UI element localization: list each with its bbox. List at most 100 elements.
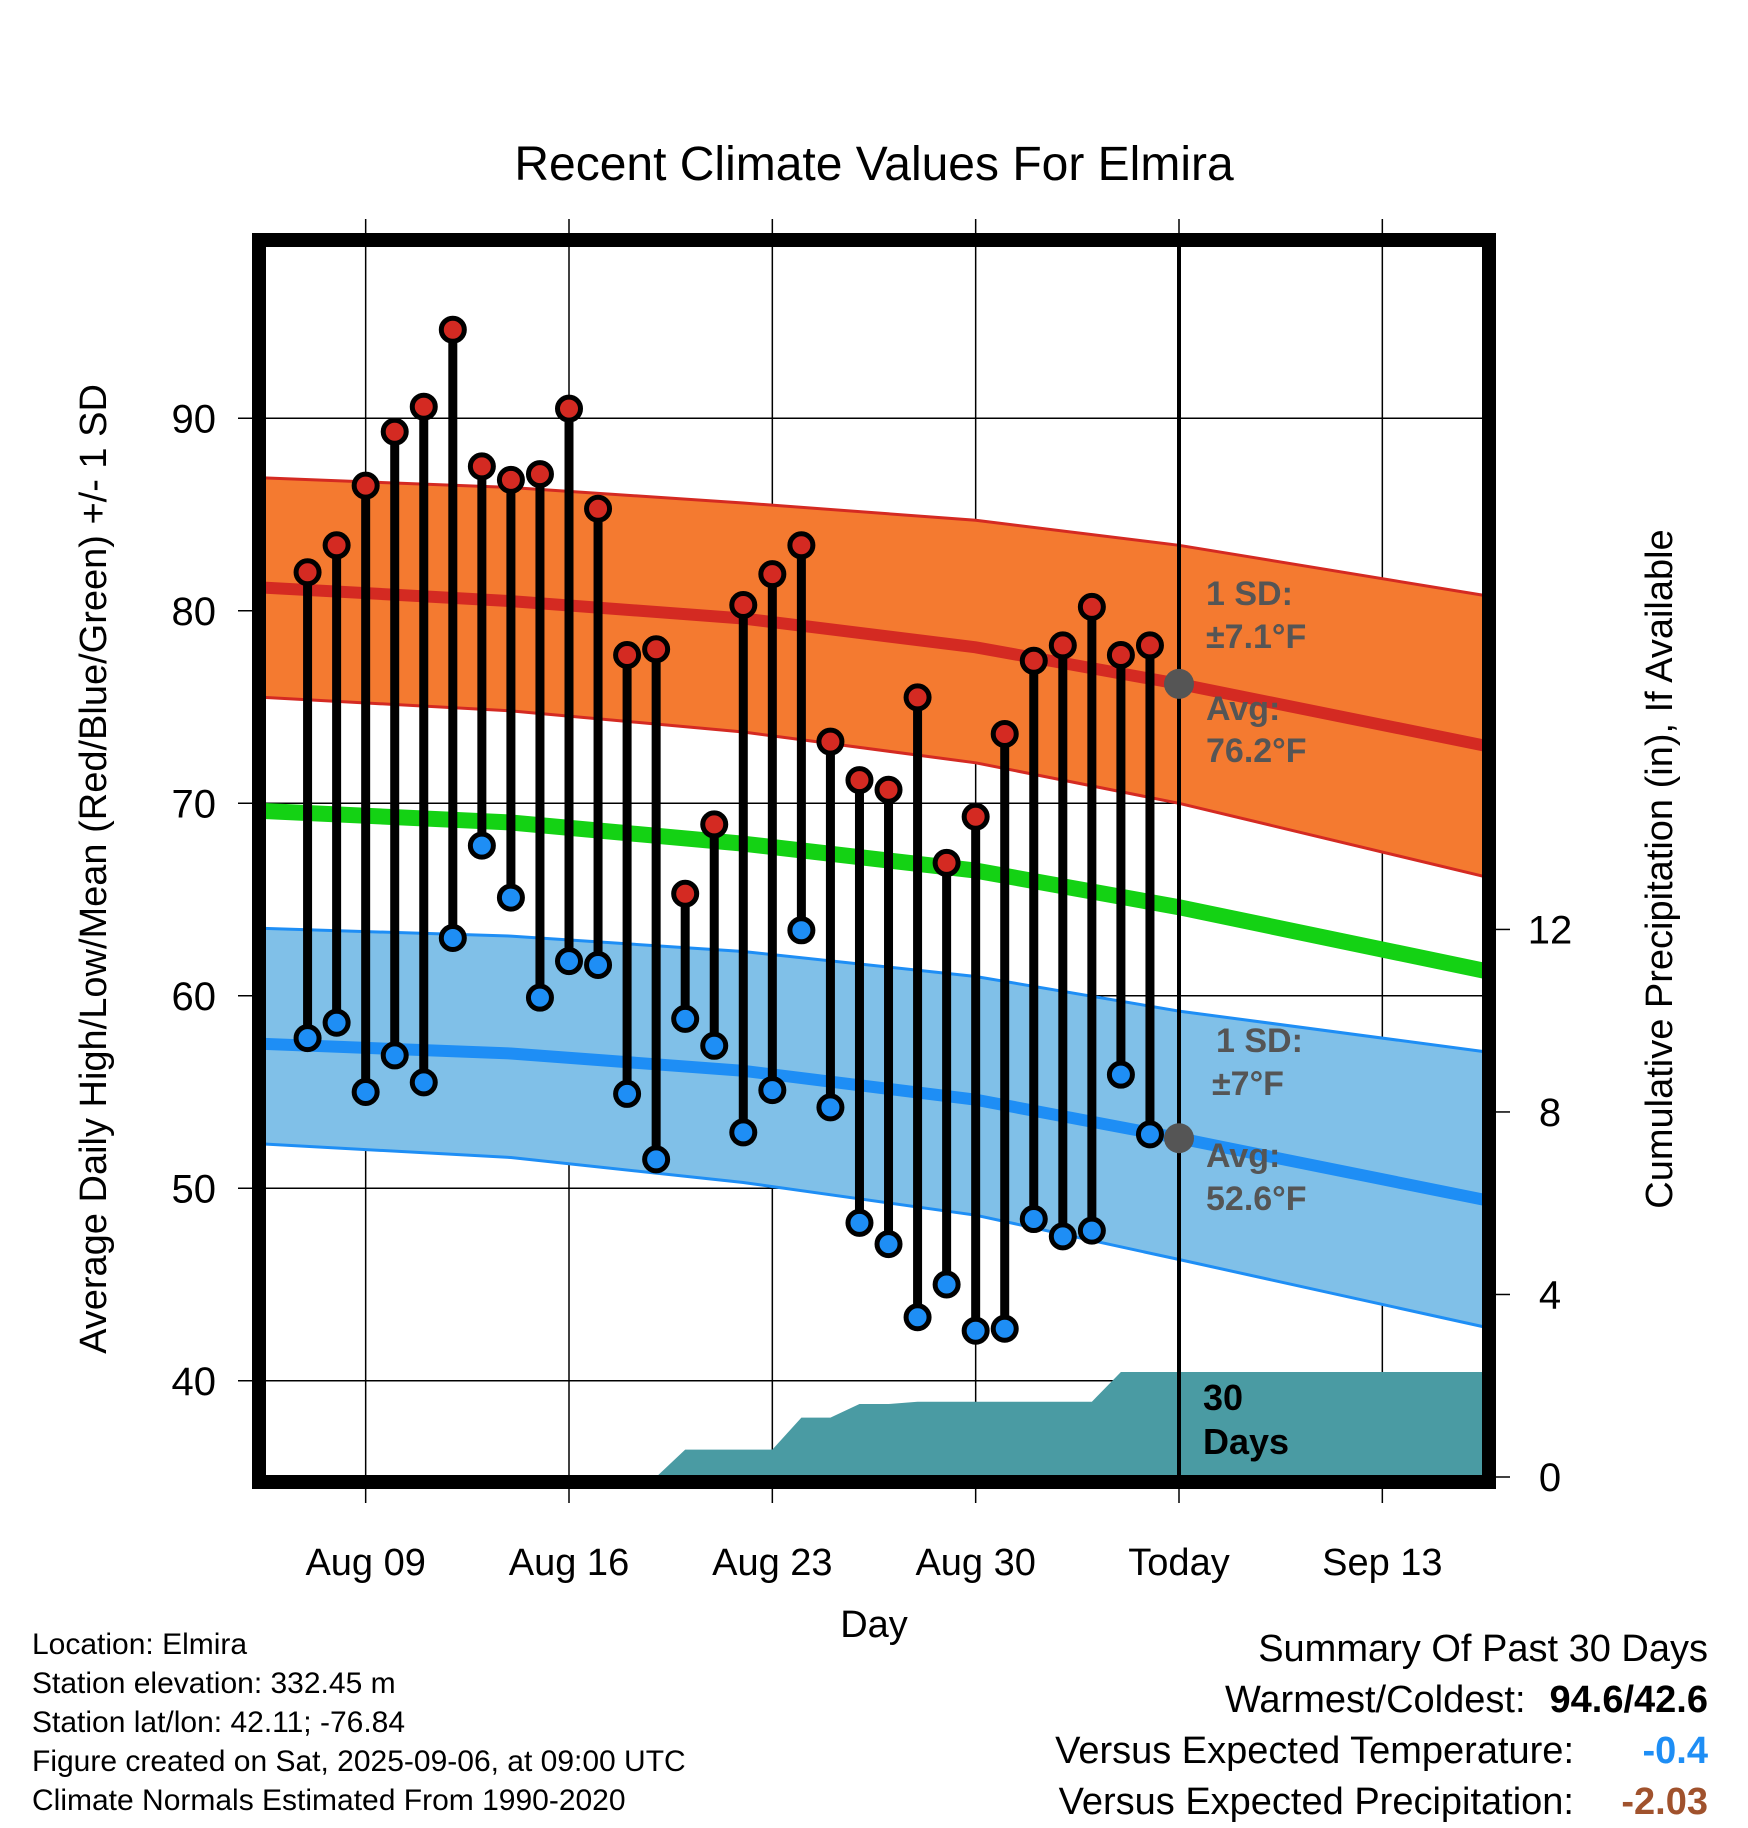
- high-point: [438, 315, 467, 344]
- y-tick-label: 40: [172, 1360, 217, 1404]
- low-point: [874, 1230, 903, 1259]
- low-point: [351, 1078, 380, 1106]
- high-point: [613, 641, 642, 670]
- low-point: [322, 1008, 351, 1037]
- y2-tick-label: 4: [1539, 1273, 1561, 1317]
- high-point: [932, 848, 961, 877]
- low-point: [758, 1076, 787, 1105]
- high-point: [642, 635, 671, 664]
- station-info: Location: Elmira Station elevation: 332.…: [32, 1625, 686, 1820]
- low-point: [961, 1316, 990, 1345]
- low-point: [700, 1031, 729, 1060]
- plot-area: 1 SD: ±7.1°F Avg: 76.2°F 1 SD: ±7°F Avg: 52.6°F…: [263, 245, 1486, 1477]
- low-point: [787, 916, 816, 945]
- high-avg-label: Avg:: [1206, 690, 1280, 728]
- low-point: [1019, 1205, 1048, 1234]
- y-tick-label: 50: [172, 1167, 217, 1211]
- axes: 40 50 60 70 80 90 0 4 8 12 Aug 09 Aug 16 Aug 23 Aug 3…: [172, 219, 1573, 1584]
- low-point: [1135, 1120, 1164, 1149]
- high-point: [496, 465, 525, 494]
- high-point: [1048, 631, 1077, 660]
- low-point: [642, 1145, 671, 1174]
- high-point: [758, 560, 787, 589]
- x-tick-label: Aug 16: [509, 1542, 629, 1584]
- created-text: Figure created on Sat, 2025-09-06, at 09…: [32, 1745, 686, 1778]
- y2-tick-label: 12: [1528, 908, 1573, 952]
- high-point: [961, 802, 990, 831]
- high-point: [671, 879, 700, 908]
- warm-cold-value: 94.6/42.6: [1549, 1679, 1708, 1721]
- chart-title: Recent Climate Values For Elmira: [514, 138, 1234, 191]
- latlon-text: Station lat/lon: 42.11; -76.84: [32, 1706, 406, 1739]
- low-point: [671, 1004, 700, 1033]
- precip-anomaly-row: Versus Expected Precipitation: -2.03: [1055, 1777, 1708, 1828]
- high-point: [1106, 641, 1135, 670]
- low-point: [1077, 1216, 1106, 1245]
- high-point: [990, 719, 1019, 748]
- y-axis-label: Average Daily High/Low/Mean (Red/Blue/Gr…: [73, 384, 115, 1354]
- location-text: Location: Elmira: [32, 1628, 248, 1661]
- warm-cold-row: Warmest/Coldest: 94.6/42.6: [1055, 1675, 1708, 1726]
- low-point: [613, 1079, 642, 1108]
- high-point: [1077, 592, 1106, 621]
- temp-anomaly-row: Versus Expected Temperature: -0.4: [1055, 1726, 1708, 1777]
- summary-panel: Summary Of Past 30 Days Warmest/Coldest:…: [1055, 1624, 1708, 1828]
- normals-text: Climate Normals Estimated From 1990-2020: [32, 1784, 626, 1817]
- low-sd-label: 1 SD:: [1216, 1022, 1303, 1060]
- low-avg-marker: [1164, 1123, 1194, 1154]
- high-point: [1019, 646, 1048, 675]
- low-sd-value: ±7°F: [1212, 1065, 1284, 1103]
- high-point: [729, 590, 758, 619]
- y2-axis-label: Cumulative Precipitation (in), If Availa…: [1639, 529, 1681, 1208]
- low-avg-value: 52.6°F: [1206, 1180, 1307, 1218]
- low-point: [496, 883, 525, 912]
- low-point: [903, 1303, 932, 1332]
- low-point: [438, 924, 467, 952]
- low-point: [1048, 1222, 1077, 1251]
- low-point: [467, 831, 496, 860]
- high-point: [700, 810, 729, 839]
- high-point: [816, 727, 845, 756]
- x-tick-label: Aug 09: [305, 1542, 425, 1584]
- low-sd-band: [264, 928, 1484, 1327]
- high-upper-line: [263, 476, 1485, 597]
- high-point: [903, 683, 932, 712]
- high-point: [467, 452, 496, 481]
- y-tick-label: 70: [172, 782, 217, 826]
- y2-tick-label: 0: [1539, 1456, 1561, 1500]
- x-tick-label: Aug 30: [915, 1542, 1035, 1584]
- temp-anomaly-value: -0.4: [1642, 1730, 1708, 1772]
- high-point: [584, 494, 613, 523]
- high-avg-value: 76.2°F: [1206, 732, 1307, 770]
- x-tick-label: Aug 23: [712, 1542, 832, 1584]
- y-tick-label: 80: [172, 590, 217, 634]
- x-tick-label: Today: [1128, 1542, 1229, 1584]
- y-tick-label: 60: [172, 975, 217, 1019]
- y2-tick-label: 8: [1539, 1091, 1561, 1135]
- precip-anomaly-value: -2.03: [1621, 1781, 1708, 1823]
- elevation-text: Station elevation: 332.45 m: [32, 1667, 396, 1700]
- low-point: [816, 1093, 845, 1122]
- x-axis-label: Day: [840, 1604, 908, 1646]
- x-tick-label: Sep 13: [1322, 1542, 1442, 1584]
- precip-area: [656, 1372, 1484, 1477]
- low-point: [932, 1270, 961, 1299]
- low-point: [729, 1118, 758, 1147]
- high-point: [322, 531, 351, 560]
- warm-cold-label: Warmest/Coldest:: [1224, 1679, 1526, 1721]
- high-point: [409, 392, 438, 421]
- high-lower-line: [263, 695, 1485, 878]
- temp-anomaly-label: Versus Expected Temperature:: [1055, 1730, 1574, 1772]
- low-point: [380, 1041, 409, 1070]
- high-point: [874, 775, 903, 804]
- precip-anomaly-label: Versus Expected Precipitation:: [1058, 1781, 1574, 1823]
- high-point: [525, 460, 554, 489]
- days-label-number: 30: [1203, 1377, 1243, 1418]
- plot-frame: [252, 233, 1496, 1489]
- low-point: [525, 983, 554, 1012]
- low-avg-label: Avg:: [1206, 1137, 1280, 1175]
- summary-title: Summary Of Past 30 Days: [1258, 1628, 1708, 1670]
- high-sd-value: ±7.1°F: [1206, 618, 1306, 656]
- high-point: [845, 766, 874, 795]
